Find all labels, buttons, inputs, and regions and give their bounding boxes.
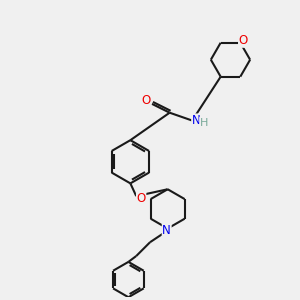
Text: O: O [136, 192, 146, 205]
Text: O: O [141, 94, 151, 107]
Text: N: N [162, 224, 171, 237]
Text: H: H [200, 118, 208, 128]
Text: O: O [238, 34, 248, 47]
Text: N: N [192, 114, 200, 127]
